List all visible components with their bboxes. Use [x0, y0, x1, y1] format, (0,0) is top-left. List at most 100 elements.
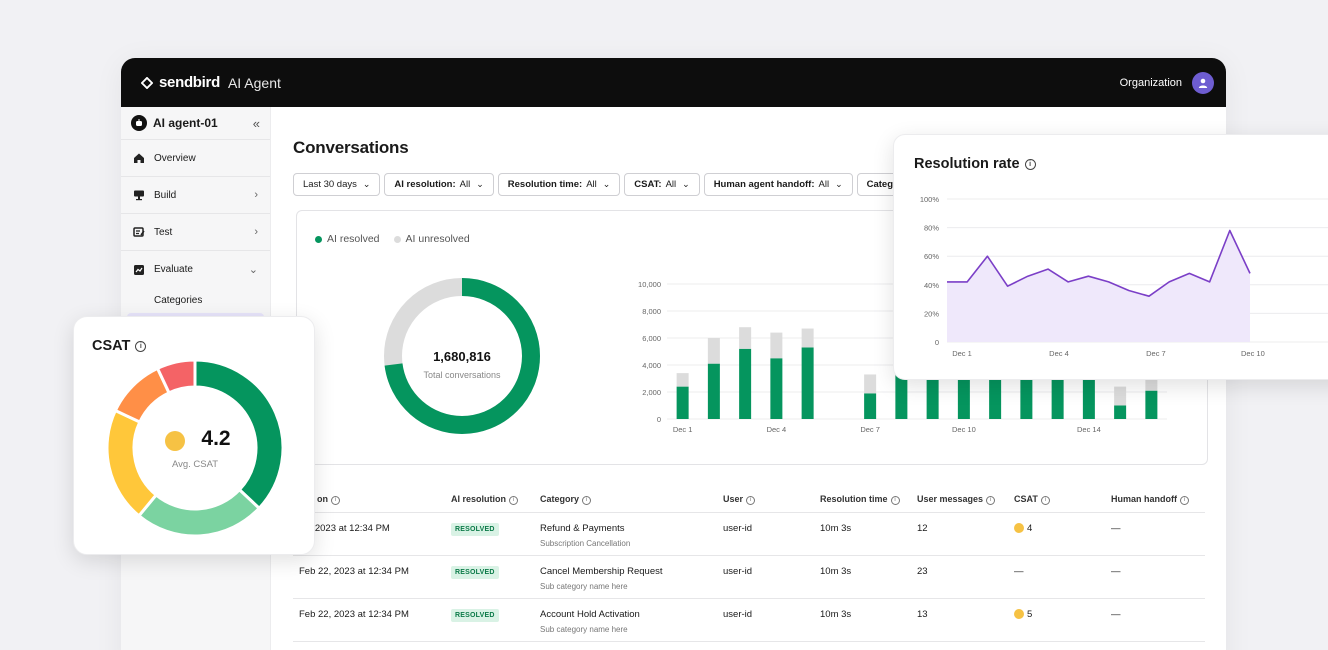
product-name: AI Agent: [227, 74, 281, 91]
donut-label: Total conversations: [423, 370, 501, 380]
bar-resolved: [801, 347, 814, 419]
chevron-right-icon: ›: [254, 189, 258, 201]
header-cell[interactable]: CSAT i: [1014, 494, 1111, 505]
organization-menu[interactable]: Organization: [1120, 71, 1214, 94]
cell-category: Refund & Payments: [540, 523, 625, 534]
csat-slice: [136, 487, 262, 538]
bar-unresolved: [676, 373, 689, 387]
sendbird-logo-icon: [141, 76, 153, 89]
info-icon[interactable]: i: [135, 340, 147, 352]
sidebar-item-evaluate[interactable]: Evaluate ⌄: [121, 251, 270, 288]
bar-unresolved: [1114, 386, 1127, 406]
build-icon: [134, 190, 144, 201]
filter-csat[interactable]: CSAT: All ⌄: [624, 173, 700, 196]
bar-unresolved: [770, 332, 783, 359]
x-tick-label: Dec 4: [1049, 349, 1069, 358]
y-tick-label: 4,000: [642, 361, 661, 370]
table-row[interactable]: 22, 2023 at 12:34 PM RESOLVED Refund & P…: [293, 513, 1205, 556]
cell-user: user-id: [723, 523, 753, 534]
brand-name: sendbird: [159, 74, 220, 91]
y-tick-label: 6,000: [642, 334, 661, 343]
header-cell[interactable]: Human handoff i: [1111, 494, 1205, 505]
filter-value: Last 30 days: [303, 179, 357, 190]
csat-label: Avg. CSAT: [172, 459, 218, 470]
header-cell[interactable]: Category i: [540, 494, 723, 505]
filter-value: All: [586, 179, 597, 190]
bar-resolved: [707, 363, 720, 419]
filter-key: CSAT:: [634, 179, 662, 190]
csat-slice: [193, 358, 285, 511]
csat-value: 4.2: [201, 427, 230, 450]
filter-value: All: [665, 179, 677, 190]
chevron-down-icon: ⌄: [476, 179, 484, 189]
x-tick-label: Dec 1: [952, 349, 972, 358]
resolution-rate-line-chart: 0 20% 40% 60% 80% 100% Dec 1 Dec 4 Dec 7 Dec 10: [920, 195, 1328, 358]
filter-date-range[interactable]: Last 30 days ⌄: [293, 173, 381, 196]
cell-user: user-id: [723, 566, 753, 577]
info-icon: i: [746, 495, 756, 505]
info-icon: i: [1040, 495, 1050, 505]
header-cell[interactable]: sed oni: [293, 494, 451, 505]
sidebar-item-label: Test: [154, 226, 173, 238]
sidebar-subitem-categories[interactable]: Categories: [154, 295, 203, 306]
bar-resolved: [676, 386, 689, 419]
sidebar-item-overview[interactable]: Overview: [121, 140, 270, 177]
x-tick-label: Dec 7: [1146, 349, 1166, 358]
y-tick-label: 10,000: [638, 280, 661, 289]
bar-unresolved: [707, 338, 720, 364]
legend-item-unresolved[interactable]: AI unresolved: [393, 233, 470, 245]
filter-resolution-time[interactable]: Resolution time: All ⌄: [497, 173, 621, 196]
bar-resolved: [1114, 405, 1127, 419]
resolution-rate-title: Resolution rate i: [914, 156, 1036, 172]
y-tick-label: 100%: [920, 195, 940, 204]
header-cell[interactable]: AI resolution i: [451, 494, 540, 505]
bar-unresolved: [739, 327, 752, 349]
x-tick-label: Dec 14: [1077, 425, 1101, 434]
header-cell[interactable]: Resolution time i: [820, 494, 917, 505]
page-title: Conversations: [293, 138, 409, 157]
cell-handoff: —: [1111, 609, 1121, 620]
cell-handoff: —: [1111, 566, 1121, 577]
y-tick-label: 40%: [924, 281, 939, 290]
info-icon[interactable]: i: [1024, 158, 1036, 170]
filter-key: Human agent handoff:: [713, 179, 815, 190]
brand[interactable]: sendbird AI Agent: [141, 74, 281, 91]
x-tick-label: Dec 1: [673, 425, 693, 434]
filter-bar: Last 30 days ⌄ AI resolution: All ⌄ Reso…: [293, 173, 904, 196]
sidebar-item-label: Evaluate: [154, 264, 193, 275]
header-cell[interactable]: User messages i: [917, 494, 1014, 505]
collapse-sidebar-icon[interactable]: «: [252, 115, 260, 131]
csat-donut: 4.2 Avg. CSAT: [105, 358, 285, 538]
cell-user-messages: 13: [917, 609, 928, 620]
filter-key: Categ: [866, 179, 894, 190]
info-icon: i: [582, 495, 592, 505]
cell-subcategory: Sub category name here: [540, 582, 628, 591]
agent-selector[interactable]: AI agent-01 «: [121, 107, 270, 140]
info-icon: i: [890, 495, 900, 505]
table-row[interactable]: Feb 22, 2023 at 12:34 PM RESOLVED Accoun…: [293, 599, 1205, 642]
total-conversations-donut: 1,680,816 Total conversations: [384, 278, 540, 434]
cell-date: Feb 22, 2023 at 12:34 PM: [299, 566, 409, 577]
x-tick-label: Dec 4: [767, 425, 787, 434]
filter-value: All: [459, 179, 471, 190]
cell-category: Account Hold Activation: [540, 609, 640, 620]
user-avatar-icon[interactable]: [1192, 71, 1214, 94]
cell-resolution-time: 10m 3s: [820, 523, 852, 534]
y-tick-label: 0: [657, 415, 661, 424]
bar-resolved: [864, 393, 877, 419]
filter-human-handoff[interactable]: Human agent handoff: All ⌄: [703, 173, 853, 196]
sidebar-item-test[interactable]: Test ›: [121, 214, 270, 251]
header-cell[interactable]: User i: [723, 494, 820, 505]
x-tick-label: Dec 7: [860, 425, 880, 434]
cell-category: Cancel Membership Request: [540, 566, 663, 577]
sidebar-item-build[interactable]: Build ›: [121, 177, 270, 214]
cell-subcategory: Sub category name here: [540, 625, 628, 634]
cell-date: 22, 2023 at 12:34 PM: [299, 523, 390, 534]
table-row[interactable]: Feb 22, 2023 at 12:34 PM RESOLVED Cancel…: [293, 556, 1205, 599]
filter-ai-resolution[interactable]: AI resolution: All ⌄: [384, 173, 494, 196]
resolution-rate-card: Resolution rate i 0 20% 40% 60% 80% 100% Dec 1 D…: [893, 134, 1328, 380]
legend-item-resolved[interactable]: AI resolved: [315, 233, 380, 245]
bar-resolved: [1145, 390, 1158, 419]
cell-csat: 4: [1027, 523, 1033, 534]
